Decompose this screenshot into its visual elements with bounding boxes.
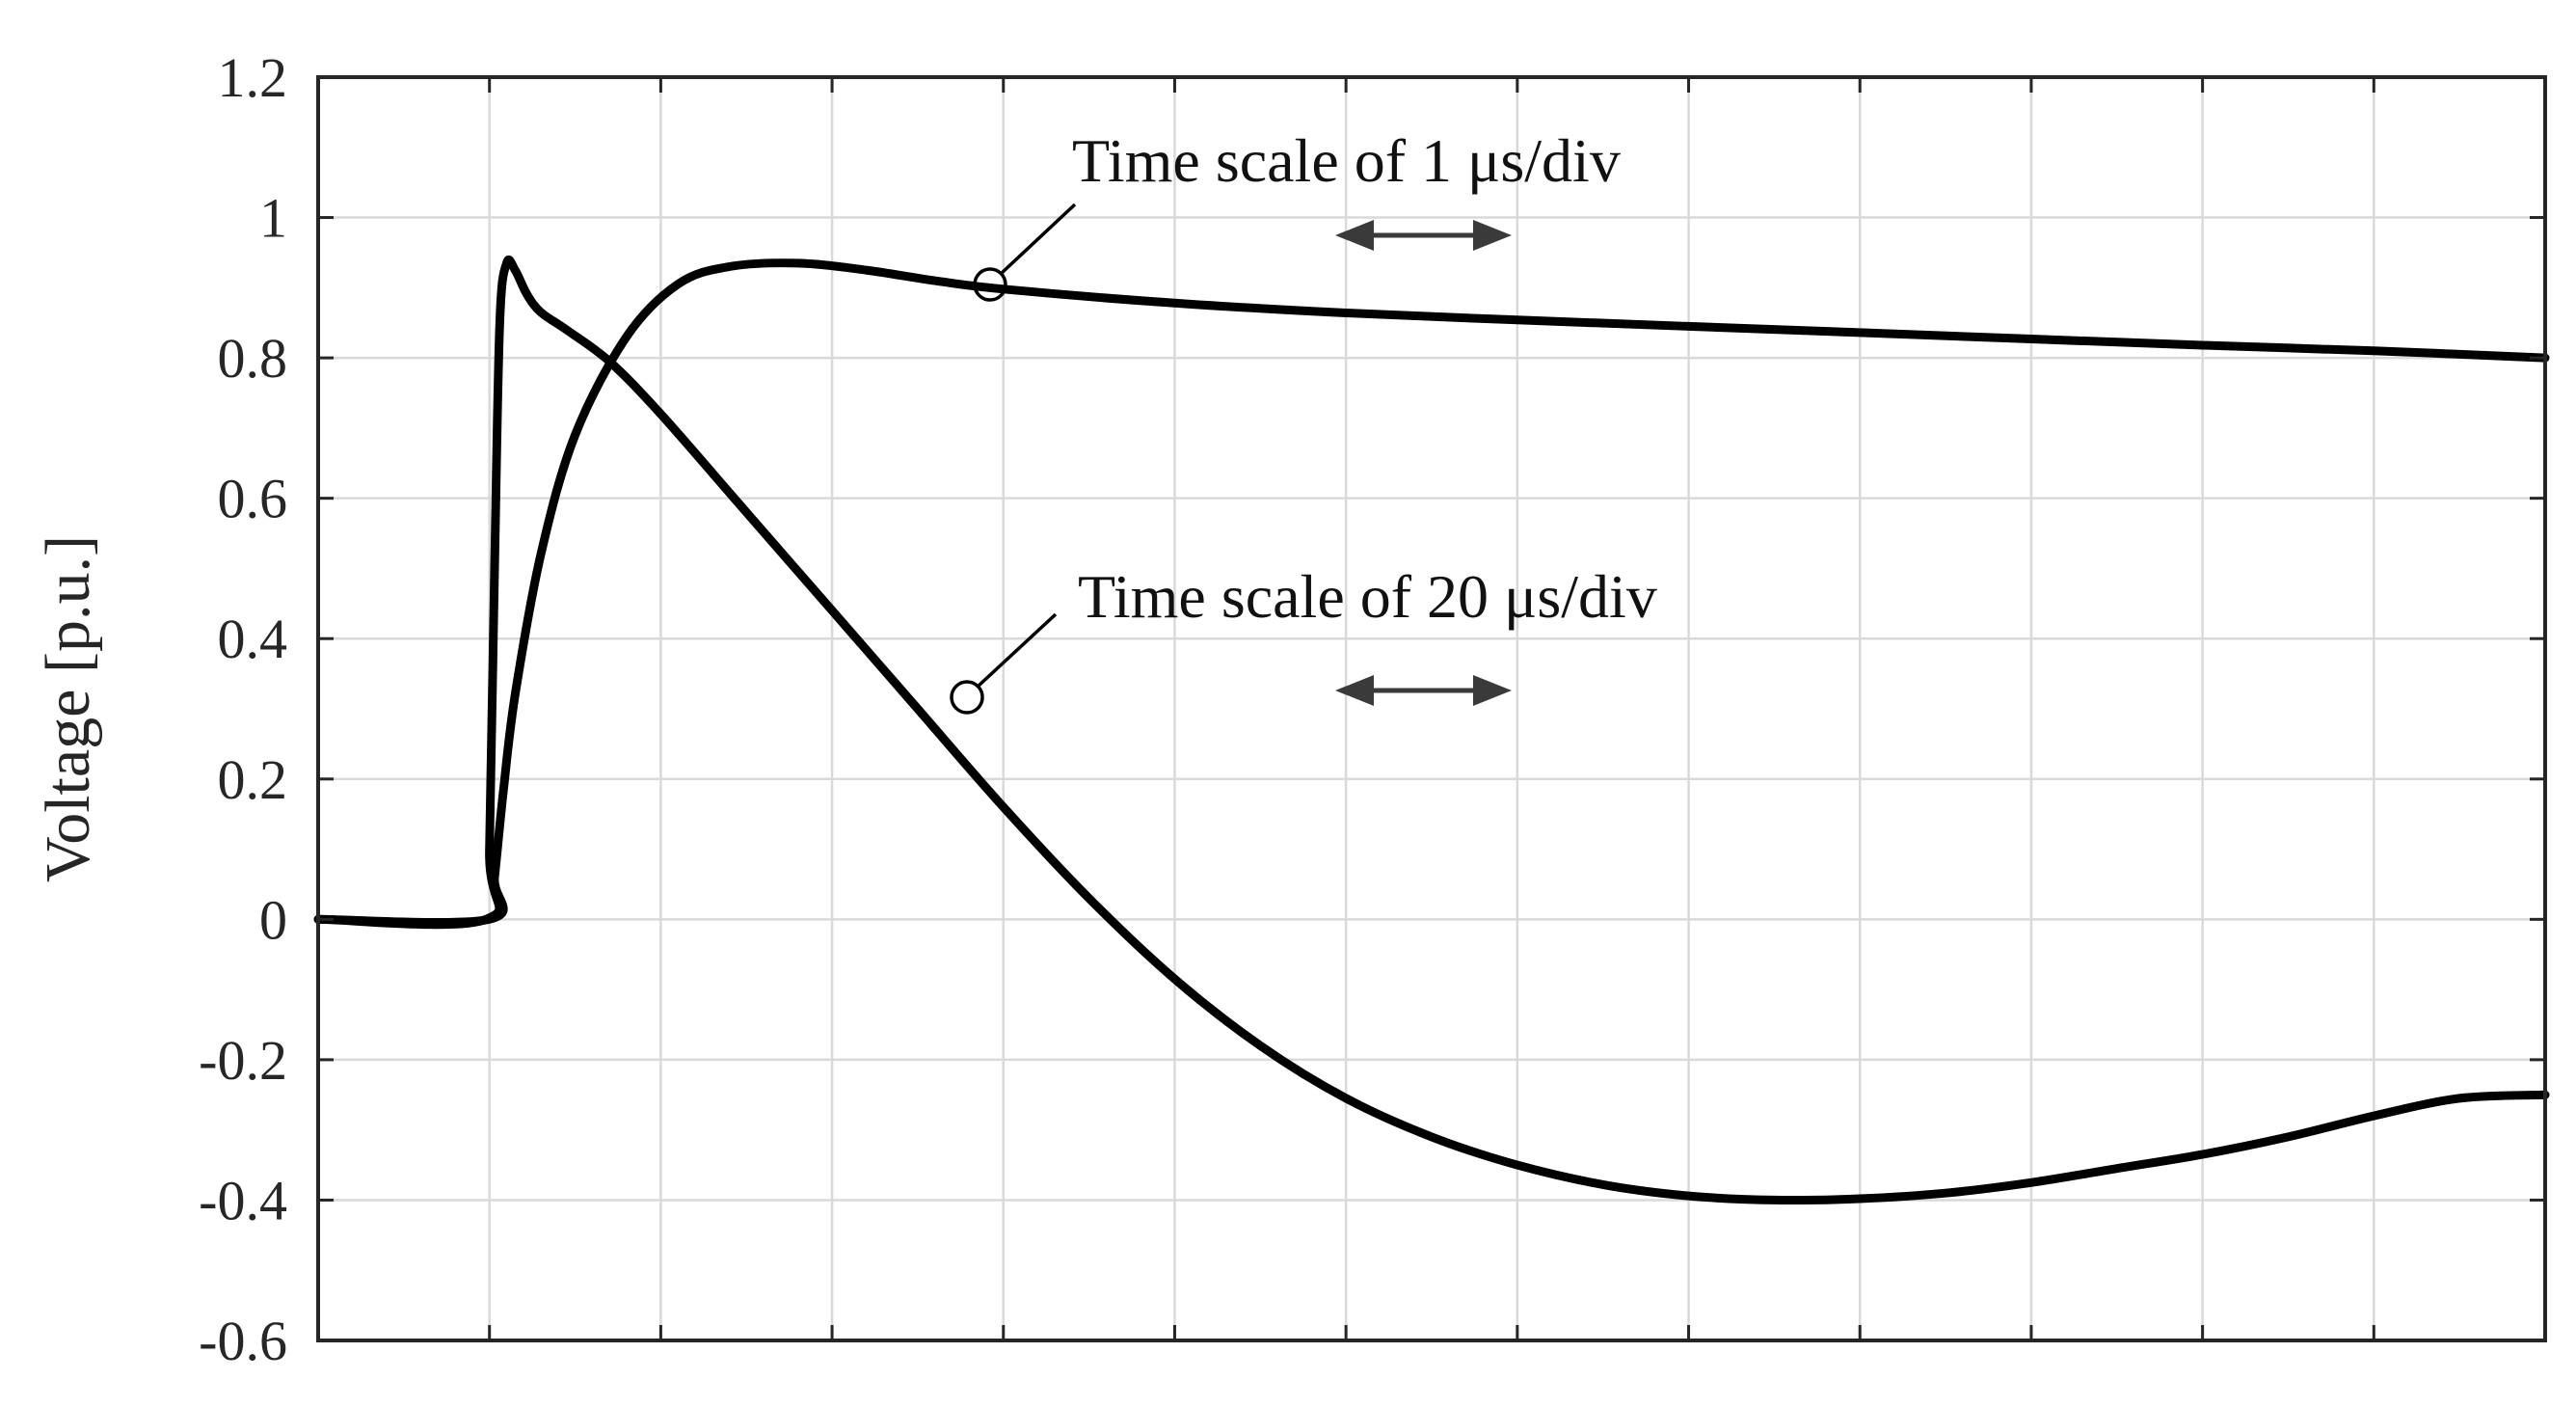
- annotation-1us-arrow: [1335, 220, 1512, 251]
- annotation-20us-arrow: [1335, 675, 1512, 706]
- axes-box: [316, 75, 2547, 1342]
- annotation-1us-marker: [973, 267, 1007, 302]
- y-tick-label: 1: [259, 187, 287, 250]
- arrow-head-right: [1473, 675, 1512, 706]
- y-tick-labels: 1.2 1 0.8 0.6 0.4 0.2 0 -0.2 -0.4 -0.6: [199, 46, 2545, 1372]
- annotation-20us-marker: [950, 680, 984, 715]
- curves: [313, 255, 2550, 1205]
- annotation-20us-label: Time scale of 20 μs/div: [1078, 562, 1657, 631]
- y-axis-label: Voltage [p.u.]: [33, 535, 103, 882]
- arrow-head-right: [1473, 220, 1512, 251]
- y-tick-label: 0.8: [218, 327, 288, 390]
- annotation-1us-leader: [999, 203, 1077, 276]
- y-tick-label: -0.2: [199, 1029, 287, 1092]
- series-line-0: [313, 258, 2550, 928]
- annotation-1us-label: Time scale of 1 μs/div: [1072, 126, 1621, 195]
- arrow-head-left: [1335, 220, 1374, 251]
- annotation-20us-leader: [976, 612, 1058, 689]
- y-tick-label: 0.6: [218, 468, 288, 530]
- y-tick-label: -0.4: [199, 1169, 287, 1231]
- y-tick-label: -0.6: [199, 1310, 287, 1372]
- series-line-1: [313, 255, 2550, 1205]
- grid: [318, 77, 2545, 1340]
- y-tick-label: 1.2: [218, 46, 288, 109]
- y-tick-label: 0.2: [218, 748, 288, 811]
- y-tick-label: 0.4: [218, 608, 288, 670]
- arrow-head-left: [1335, 675, 1374, 706]
- annotations: Time scale of 1 μs/div Time scale of 20 …: [950, 126, 1657, 715]
- y-tick-label: 0: [259, 888, 287, 951]
